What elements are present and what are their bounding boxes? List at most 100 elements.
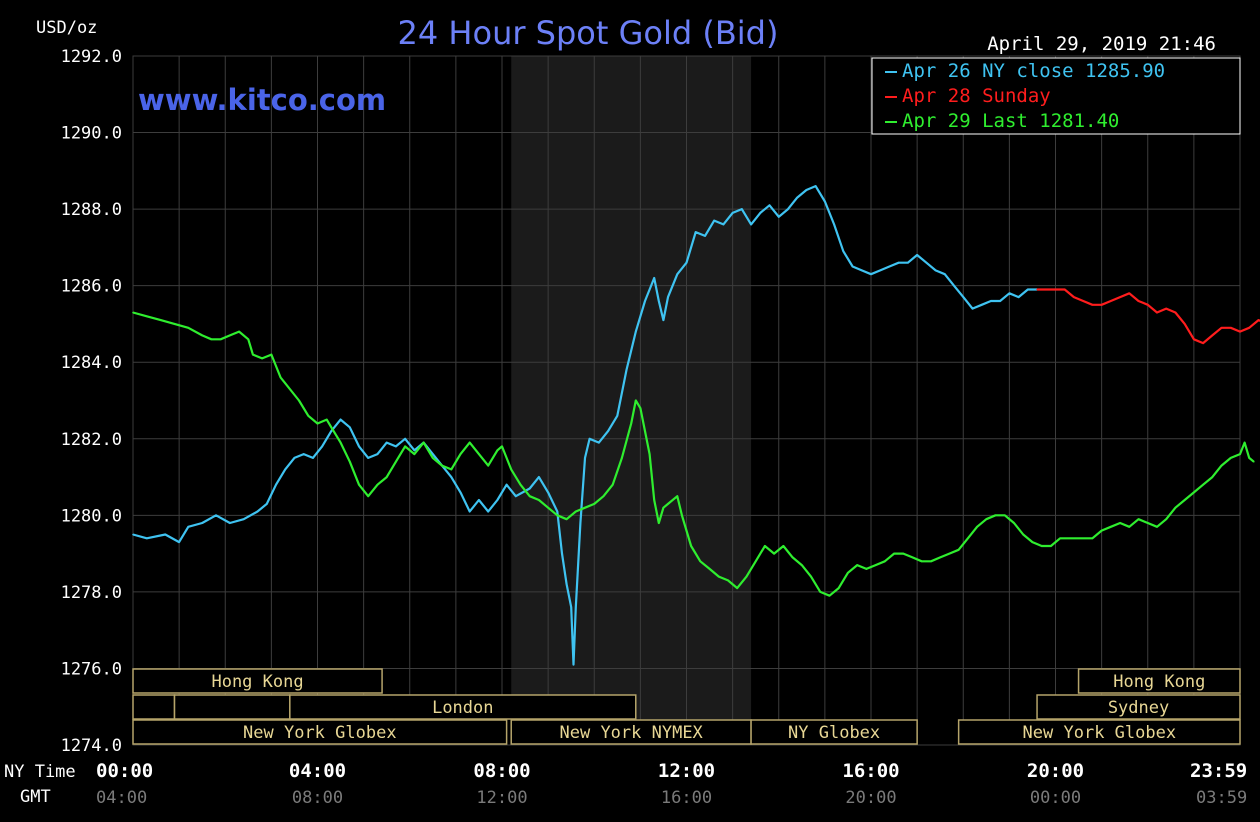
data-point [367, 495, 370, 498]
session-bar-box [132, 719, 508, 745]
data-point [980, 304, 983, 306]
data-point [256, 510, 259, 513]
data-point [727, 579, 729, 582]
x-tick-label-ny: 04:00 [289, 760, 346, 782]
session-bar: Hong Kong [132, 668, 383, 694]
data-point [510, 468, 512, 471]
data-point [976, 526, 978, 528]
y-tick-label: 1288.0 [61, 200, 122, 220]
data-point [731, 212, 734, 214]
x-tick-label-ny: 00:00 [96, 760, 153, 782]
data-point [708, 568, 711, 570]
data-point [349, 426, 351, 429]
data-point [824, 200, 826, 203]
session-label: New York Globex [243, 723, 397, 743]
data-point [994, 514, 997, 517]
data-point [630, 422, 632, 425]
series-line [132, 185, 1038, 666]
data-point [201, 334, 203, 337]
data-point [939, 556, 941, 559]
x-tick-label-gmt: 16:00 [661, 788, 712, 808]
x-tick-label-ny: 12:00 [658, 760, 715, 782]
session-bar-box [510, 719, 752, 745]
data-point [404, 445, 406, 448]
data-point [266, 503, 268, 505]
data-point [478, 453, 480, 455]
data-point [602, 495, 605, 498]
data-point [750, 223, 752, 226]
x-tick-label-gmt: 04:00 [96, 788, 147, 808]
data-point [962, 296, 965, 298]
data-point [1211, 476, 1214, 478]
legend-item: Apr 29 Last 1281.40 [902, 110, 1119, 132]
data-point [556, 514, 559, 517]
data-point [828, 594, 831, 597]
data-point [773, 552, 775, 555]
session-label: London [432, 698, 493, 718]
session-bar-box [132, 694, 176, 720]
legend-item: Apr 26 NY close 1285.90 [902, 60, 1165, 82]
data-point [349, 460, 351, 463]
legend: Apr 26 NY close 1285.90 Apr 28 Sunday Apr … [871, 57, 1241, 135]
data-point [312, 457, 314, 459]
data-point [1193, 491, 1195, 494]
data-point [159, 319, 162, 321]
data-point [791, 556, 794, 559]
shaded-session-band [511, 56, 752, 745]
data-point [330, 426, 333, 429]
data-point [501, 445, 503, 448]
data-point [681, 514, 683, 517]
session-label: New York NYMEX [560, 723, 704, 743]
data-point [556, 510, 559, 513]
data-point [658, 300, 660, 302]
data-point [999, 300, 1001, 302]
data-point [201, 522, 203, 524]
data-point [778, 216, 780, 218]
data-point [754, 560, 757, 563]
data-point [667, 503, 669, 505]
data-point [934, 269, 937, 272]
data-point [1073, 296, 1075, 298]
data-point [459, 453, 462, 455]
data-point [561, 552, 563, 555]
data-point [413, 449, 416, 452]
plot-frame [132, 55, 1241, 746]
x-tick-label-ny: 23:59 [1190, 760, 1247, 782]
data-point [1137, 300, 1140, 302]
data-point [588, 438, 591, 440]
data-point [441, 464, 443, 467]
data-point [639, 407, 642, 410]
data-point [884, 560, 886, 563]
data-point [325, 418, 328, 421]
data-point [653, 499, 655, 501]
data-point [229, 522, 231, 524]
data-point [944, 273, 946, 276]
data-point [990, 300, 992, 302]
data-point [1036, 288, 1038, 291]
data-point [173, 323, 176, 325]
y-axis-unit-label: USD/oz [36, 18, 97, 38]
y-tick-label: 1282.0 [61, 430, 122, 450]
data-point [1174, 506, 1177, 509]
data-point [879, 269, 881, 272]
data-point [616, 415, 619, 417]
data-point [911, 556, 914, 559]
session-bar-box [957, 719, 1241, 745]
session-bar: New York NYMEX [510, 719, 752, 745]
data-point [685, 261, 688, 264]
y-tick-label: 1276.0 [61, 659, 122, 679]
data-point [810, 575, 812, 578]
data-point [252, 353, 254, 356]
data-point [584, 457, 586, 459]
data-point [805, 189, 808, 191]
data-point [1100, 304, 1103, 306]
data-point [1031, 541, 1034, 543]
x-axis-ny-time-label: NY Time [4, 762, 76, 782]
data-point [907, 261, 909, 264]
data-point [229, 334, 231, 337]
data-point [920, 560, 923, 563]
data-point [787, 208, 789, 210]
x-tick-label-ny: 08:00 [473, 760, 530, 782]
data-point [1013, 522, 1015, 524]
data-point [478, 499, 480, 501]
